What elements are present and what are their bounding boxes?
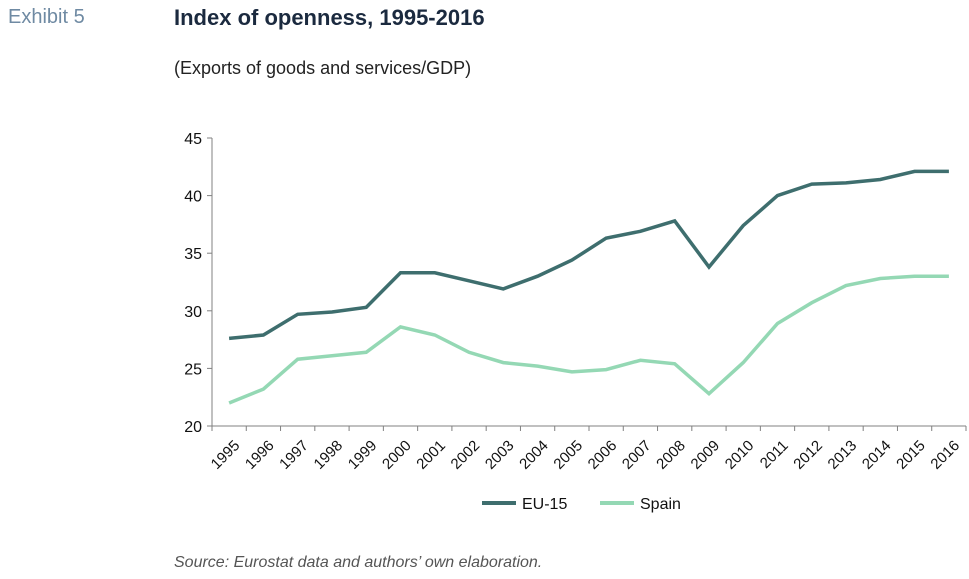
chart-subtitle: (Exports of goods and services/GDP) bbox=[174, 58, 472, 78]
x-tick-label: 2008 bbox=[653, 437, 689, 473]
x-tick-label: 2005 bbox=[550, 437, 586, 473]
x-tick-label: 2004 bbox=[516, 437, 552, 473]
exhibit-label: Exhibit 5 bbox=[8, 6, 85, 28]
x-tick-label: 2009 bbox=[688, 437, 724, 473]
x-tick-label: 2007 bbox=[619, 437, 655, 473]
x-tick-label: 2014 bbox=[859, 437, 895, 473]
legend-label-eu-15: EU-15 bbox=[522, 496, 567, 513]
y-tick-label: 20 bbox=[184, 419, 202, 436]
legend-label-spain: Spain bbox=[640, 496, 681, 513]
x-tick-label: 1995 bbox=[208, 437, 244, 473]
x-tick-label: 2011 bbox=[757, 437, 792, 472]
x-tick-label: 2015 bbox=[893, 437, 929, 473]
x-tick-label: 2010 bbox=[722, 437, 758, 473]
y-tick-label: 25 bbox=[184, 361, 202, 378]
x-tick-label: 2001 bbox=[413, 437, 449, 473]
y-tick-label: 40 bbox=[184, 189, 202, 206]
series-line-eu-15 bbox=[228, 169, 949, 341]
x-tick-label: 1999 bbox=[345, 437, 381, 473]
x-tick-label: 2012 bbox=[790, 437, 826, 473]
x-tick-label: 2003 bbox=[482, 437, 518, 473]
x-tick-label: 2000 bbox=[379, 437, 415, 473]
x-tick-label: 2013 bbox=[825, 437, 861, 473]
x-tick-label: 1997 bbox=[276, 437, 312, 473]
x-tick-label: 1998 bbox=[311, 437, 347, 473]
y-tick-label: 35 bbox=[184, 246, 202, 263]
x-tick-label: 2002 bbox=[448, 437, 484, 473]
chart-title: Index of openness, 1995-2016 bbox=[174, 5, 485, 30]
y-tick-label: 30 bbox=[184, 304, 202, 321]
y-tick-label: 45 bbox=[184, 131, 202, 148]
source-note: Source: Eurostat data and authors’ own e… bbox=[174, 554, 543, 571]
x-tick-label: 2016 bbox=[927, 437, 963, 473]
x-tick-label: 2006 bbox=[585, 437, 621, 473]
series-line-spain bbox=[228, 274, 949, 405]
x-tick-label: 1996 bbox=[242, 437, 278, 473]
